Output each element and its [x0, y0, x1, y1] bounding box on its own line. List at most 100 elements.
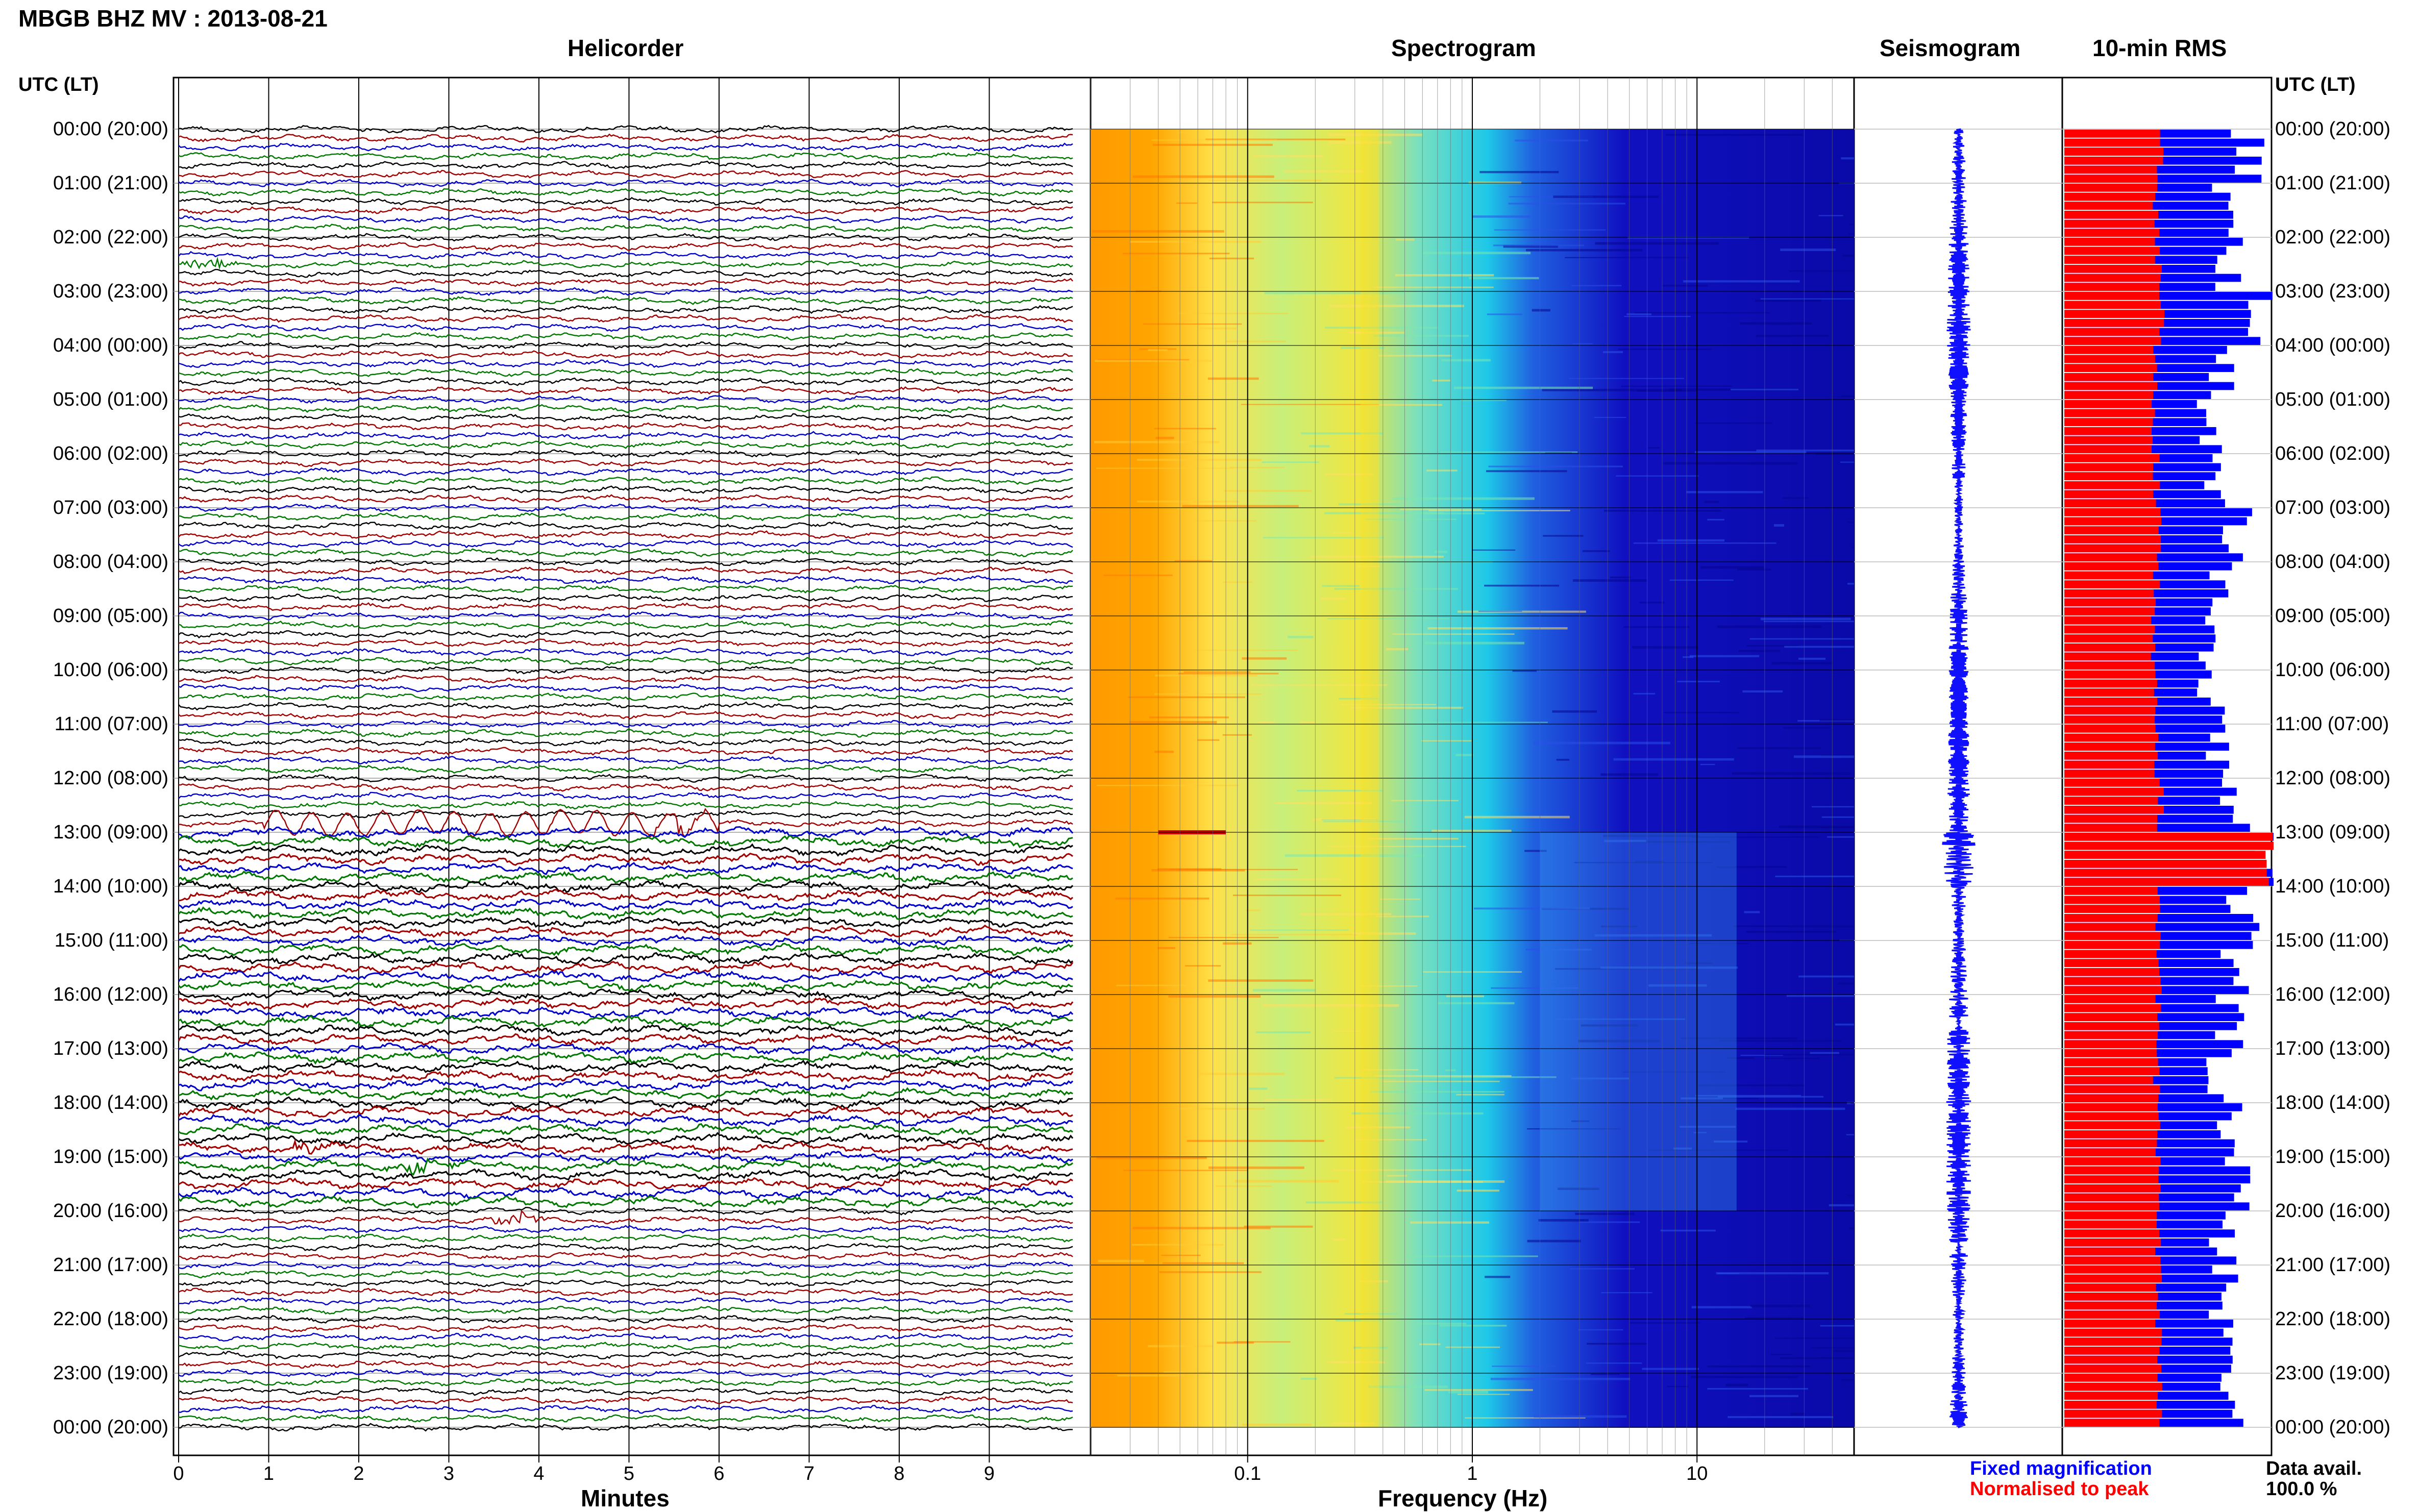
spectrogram-streak [1780, 1357, 1854, 1359]
data-availability-label: Data avail. [2266, 1458, 2362, 1479]
helicorder-title: Helicorder [567, 35, 684, 61]
helicorder-trace-row [178, 1377, 1073, 1387]
spectrogram-streak [1686, 491, 1763, 493]
spectrogram-streak [1700, 763, 1715, 765]
rms-bar-normalised [2064, 1049, 2157, 1057]
helicorder-trace-row [178, 422, 1073, 431]
spectrogram-streak [1794, 755, 1854, 758]
spectrogram-streak [1732, 772, 1851, 775]
spectrogram-streak [1704, 501, 1719, 503]
rms-bar-normalised [2064, 841, 2274, 850]
helicorder-trace-row [178, 1360, 1073, 1369]
helicorder-trace-row [178, 449, 1073, 458]
spectrogram-streak [1421, 740, 1472, 741]
rms-bar-normalised [2064, 598, 2156, 607]
spectrogram-streak [1581, 1024, 1639, 1027]
rms-bar-normalised [2064, 274, 2161, 282]
spectrogram-streak [1334, 588, 1458, 590]
spectrogram-streak [1491, 987, 1578, 989]
right-time-axis-label: UTC (LT) [2275, 74, 2356, 95]
helicorder-trace-row [178, 133, 1073, 143]
helicorder-trace-row [178, 278, 1073, 287]
rms-bar-normalised [2064, 1067, 2160, 1075]
rms-bar-normalised [2064, 535, 2161, 543]
helicorder-x-tick-label: 1 [263, 1463, 275, 1484]
rms-bar-normalised [2064, 238, 2155, 246]
spectrogram-streak [1760, 617, 1851, 621]
spectrogram-x-tick-label: 10 [1686, 1463, 1708, 1484]
spectrogram-streak [1244, 1225, 1313, 1228]
rms-bar-normalised [2064, 292, 2160, 300]
spectrogram-streak [1780, 249, 1836, 251]
rms-bar-normalised [2064, 1148, 2156, 1156]
spectrogram-streak [1205, 138, 1346, 140]
spectrogram-streak [1427, 627, 1568, 630]
spectrogram-streak [1681, 1097, 1723, 1100]
spectrogram-streak [1209, 257, 1254, 260]
rms-bar-normalised [2064, 1266, 2161, 1274]
spectrogram-streak [1161, 1254, 1201, 1256]
spectrogram-streak [1335, 1077, 1438, 1079]
spectrogram-streak [1725, 1383, 1748, 1386]
rms-bar-normalised [2064, 607, 2155, 615]
helicorder-x-tick-label: 6 [713, 1463, 725, 1484]
spectrogram-streak [1182, 505, 1299, 508]
helicorder-trace-row [178, 1404, 1073, 1414]
spectrogram-streak [1508, 203, 1626, 205]
helicorder-trace-row [178, 1033, 1073, 1046]
right-time-tick-label: 17:00 (13:00) [2275, 1038, 2391, 1059]
helicorder-trace-row [178, 476, 1073, 486]
helicorder-trace-row [178, 1138, 1073, 1155]
spectrogram-streak [1842, 254, 1854, 257]
spectrogram-streak [1749, 1395, 1799, 1397]
helicorder-trace-row [178, 520, 1073, 531]
spectrogram-streak [1183, 671, 1251, 673]
spectrogram-streak [1309, 445, 1330, 448]
spectrogram-streak [1642, 1368, 1699, 1370]
rms-bar-normalised [2064, 968, 2160, 976]
helicorder-x-tick-label: 9 [983, 1463, 995, 1484]
rms-bar-normalised [2064, 1238, 2161, 1247]
left-time-tick-label: 22:00 (18:00) [53, 1308, 168, 1330]
spectrogram-streak [1798, 975, 1854, 978]
spectrogram-streak [1632, 646, 1698, 649]
left-time-tick-label: 05:00 (01:00) [53, 389, 168, 410]
rms-bar-normalised [2064, 319, 2164, 327]
spectrogram-streak [1478, 610, 1522, 612]
spectrogram-streak [1798, 657, 1826, 660]
helicorder-trace-row [178, 620, 1073, 630]
spectrogram-streak [1850, 224, 1854, 226]
spectrogram-streak [1492, 1366, 1555, 1367]
helicorder-trace-row [178, 1150, 1073, 1163]
rms-bar-normalised [2064, 977, 2161, 985]
spectrogram-streak [1137, 500, 1239, 503]
spectrogram-streak [1786, 995, 1854, 997]
spectrogram-streak [1744, 1317, 1804, 1319]
spectrogram-streak [1386, 648, 1409, 651]
spectrogram-streak [1578, 1039, 1660, 1043]
helicorder-x-tick-label: 3 [443, 1463, 455, 1484]
spectrogram-streak [1357, 565, 1380, 567]
spectrogram-streak [1789, 270, 1854, 272]
spectrogram-streak [1677, 681, 1720, 683]
spectrogram-streak [1373, 286, 1494, 288]
spectrogram-streak [1570, 1268, 1635, 1270]
spectrogram-streak [1630, 1322, 1700, 1324]
spectrogram-streak [1527, 1240, 1581, 1243]
spectrogram-streak [1368, 1385, 1448, 1389]
spectrogram-streak [1275, 802, 1372, 804]
right-time-tick-label: 06:00 (02:00) [2275, 443, 2391, 464]
helicorder-trace-row [178, 242, 1073, 251]
spectrogram-streak [1472, 215, 1531, 218]
helicorder-trace-row [178, 898, 1073, 911]
right-time-tick-label: 07:00 (03:00) [2275, 497, 2391, 518]
rms-bar-normalised [2064, 1121, 2160, 1129]
rms-bar-normalised [2064, 544, 2161, 553]
rms-bar-normalised [2064, 634, 2153, 642]
spectrogram-streak [1329, 141, 1392, 144]
helicorder-trace-row [178, 323, 1073, 332]
spectrogram-streak [1194, 650, 1298, 651]
spectrogram-streak [1660, 1229, 1716, 1232]
spectrogram-streak [1386, 1180, 1505, 1183]
